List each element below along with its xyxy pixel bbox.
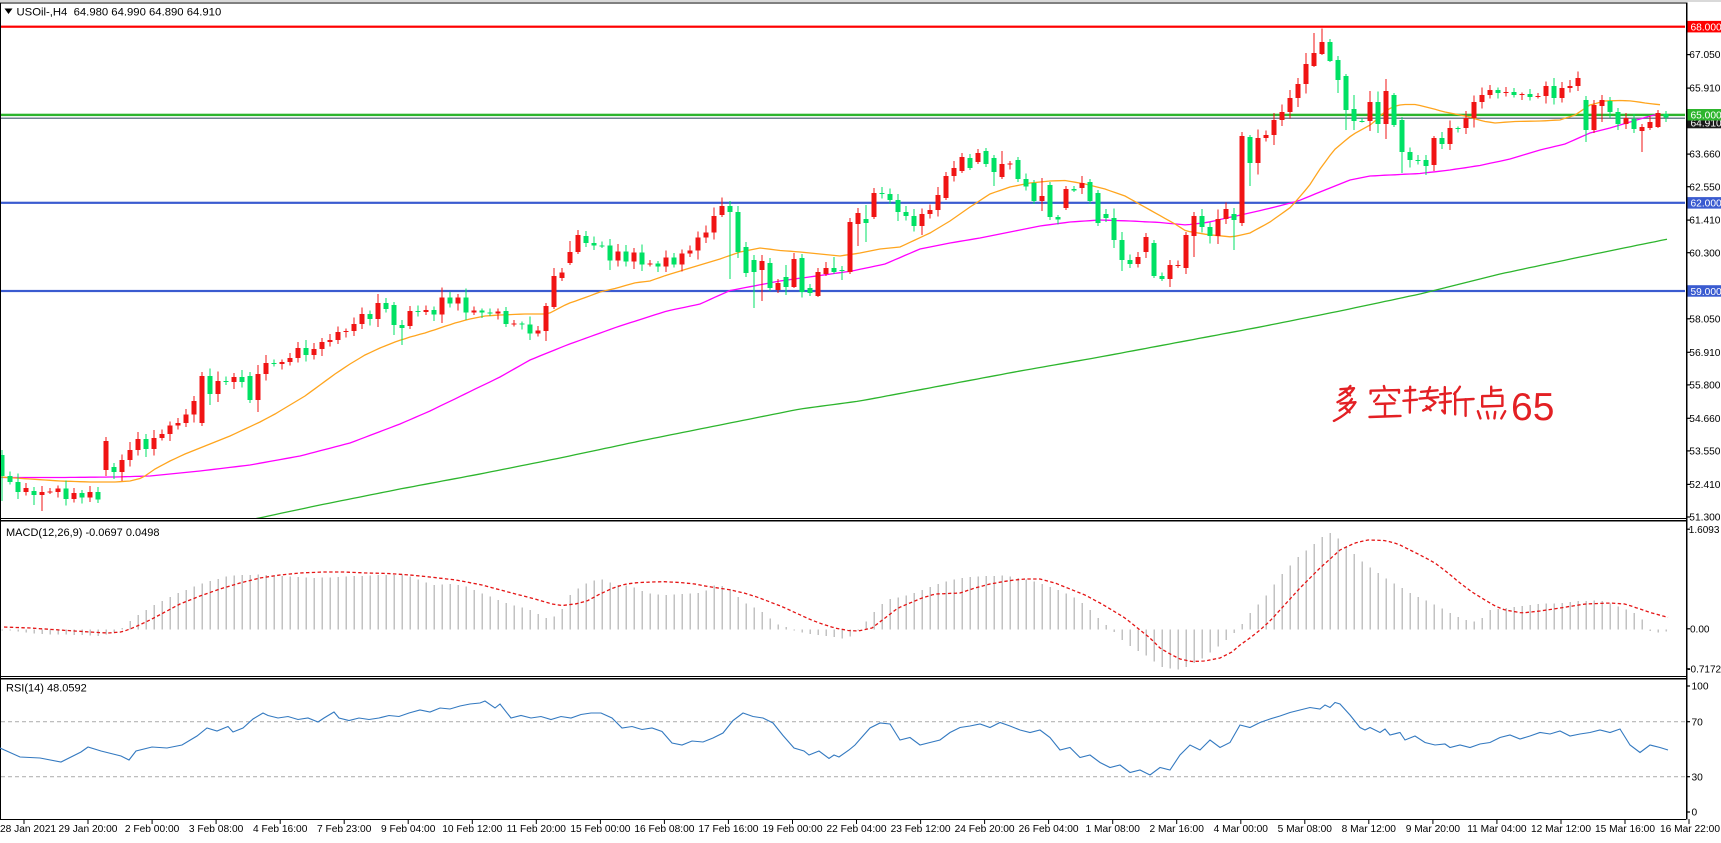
- svg-text:62.000: 62.000: [1691, 199, 1721, 210]
- svg-text:2 Mar 16:00: 2 Mar 16:00: [1150, 824, 1205, 835]
- svg-text:65: 65: [1511, 386, 1554, 429]
- svg-text:56.910: 56.910: [1689, 348, 1720, 359]
- svg-text:51.300: 51.300: [1689, 513, 1720, 524]
- svg-text:16 Feb 08:00: 16 Feb 08:00: [634, 824, 694, 835]
- svg-text:0: 0: [1692, 808, 1698, 819]
- svg-text:52.410: 52.410: [1689, 480, 1720, 491]
- svg-text:19 Feb 00:00: 19 Feb 00:00: [762, 824, 822, 835]
- svg-text:0.00: 0.00: [1690, 624, 1710, 635]
- svg-text:22 Feb 04:00: 22 Feb 04:00: [826, 824, 886, 835]
- svg-text:65.910: 65.910: [1689, 84, 1720, 95]
- svg-text:4 Mar 00:00: 4 Mar 00:00: [1214, 824, 1269, 835]
- svg-text:MACD(12,26,9) -0.0697 0.0498: MACD(12,26,9) -0.0697 0.0498: [6, 527, 159, 539]
- svg-text:12 Mar 12:00: 12 Mar 12:00: [1531, 824, 1591, 835]
- svg-text:65.000: 65.000: [1691, 111, 1721, 122]
- svg-text:67.050: 67.050: [1689, 50, 1720, 61]
- svg-text:62.550: 62.550: [1689, 182, 1720, 193]
- svg-text:1.6093: 1.6093: [1689, 525, 1720, 536]
- svg-text:8 Mar 12:00: 8 Mar 12:00: [1342, 824, 1397, 835]
- svg-text:61.410: 61.410: [1689, 216, 1720, 227]
- svg-text:16 Mar 22:00: 16 Mar 22:00: [1660, 824, 1720, 835]
- svg-text:23 Feb 12:00: 23 Feb 12:00: [891, 824, 951, 835]
- svg-text:24 Feb 20:00: 24 Feb 20:00: [955, 824, 1015, 835]
- svg-text:5 Mar 08:00: 5 Mar 08:00: [1278, 824, 1333, 835]
- svg-text:7 Feb 23:00: 7 Feb 23:00: [317, 824, 372, 835]
- svg-text:USOil-,H4 64.980 64.990 64.89: USOil-,H4 64.980 64.990 64.890 64.910: [17, 7, 222, 19]
- svg-text:30: 30: [1692, 772, 1704, 783]
- svg-text:9 Mar 20:00: 9 Mar 20:00: [1406, 824, 1461, 835]
- svg-text:15 Mar 16:00: 15 Mar 16:00: [1595, 824, 1655, 835]
- svg-text:53.550: 53.550: [1689, 447, 1720, 458]
- svg-text:59.000: 59.000: [1691, 287, 1721, 298]
- svg-text:2 Feb 00:00: 2 Feb 00:00: [125, 824, 180, 835]
- svg-text:26 Feb 04:00: 26 Feb 04:00: [1019, 824, 1079, 835]
- svg-text:11 Feb 20:00: 11 Feb 20:00: [507, 824, 567, 835]
- svg-text:29 Jan 20:00: 29 Jan 20:00: [59, 824, 118, 835]
- svg-text:9 Feb 04:00: 9 Feb 04:00: [381, 824, 436, 835]
- svg-text:17 Feb 16:00: 17 Feb 16:00: [698, 824, 758, 835]
- svg-text:15 Feb 00:00: 15 Feb 00:00: [570, 824, 630, 835]
- svg-text:100: 100: [1692, 682, 1709, 693]
- svg-text:55.800: 55.800: [1689, 381, 1720, 392]
- svg-text:68.000: 68.000: [1691, 23, 1721, 34]
- svg-text:63.660: 63.660: [1689, 150, 1720, 161]
- svg-text:3 Feb 08:00: 3 Feb 08:00: [189, 824, 244, 835]
- svg-text:60.300: 60.300: [1689, 248, 1720, 259]
- svg-text:10 Feb 12:00: 10 Feb 12:00: [442, 824, 502, 835]
- svg-text:RSI(14) 48.0592: RSI(14) 48.0592: [6, 683, 87, 695]
- svg-text:58.050: 58.050: [1689, 314, 1720, 325]
- svg-text:4 Feb 16:00: 4 Feb 16:00: [253, 824, 308, 835]
- svg-text:-0.7172: -0.7172: [1687, 664, 1721, 675]
- svg-text:28 Jan 2021: 28 Jan 2021: [0, 824, 56, 835]
- svg-text:70: 70: [1692, 717, 1704, 728]
- svg-text:54.660: 54.660: [1689, 414, 1720, 425]
- svg-text:11 Mar 04:00: 11 Mar 04:00: [1467, 824, 1527, 835]
- svg-text:1 Mar 08:00: 1 Mar 08:00: [1086, 824, 1141, 835]
